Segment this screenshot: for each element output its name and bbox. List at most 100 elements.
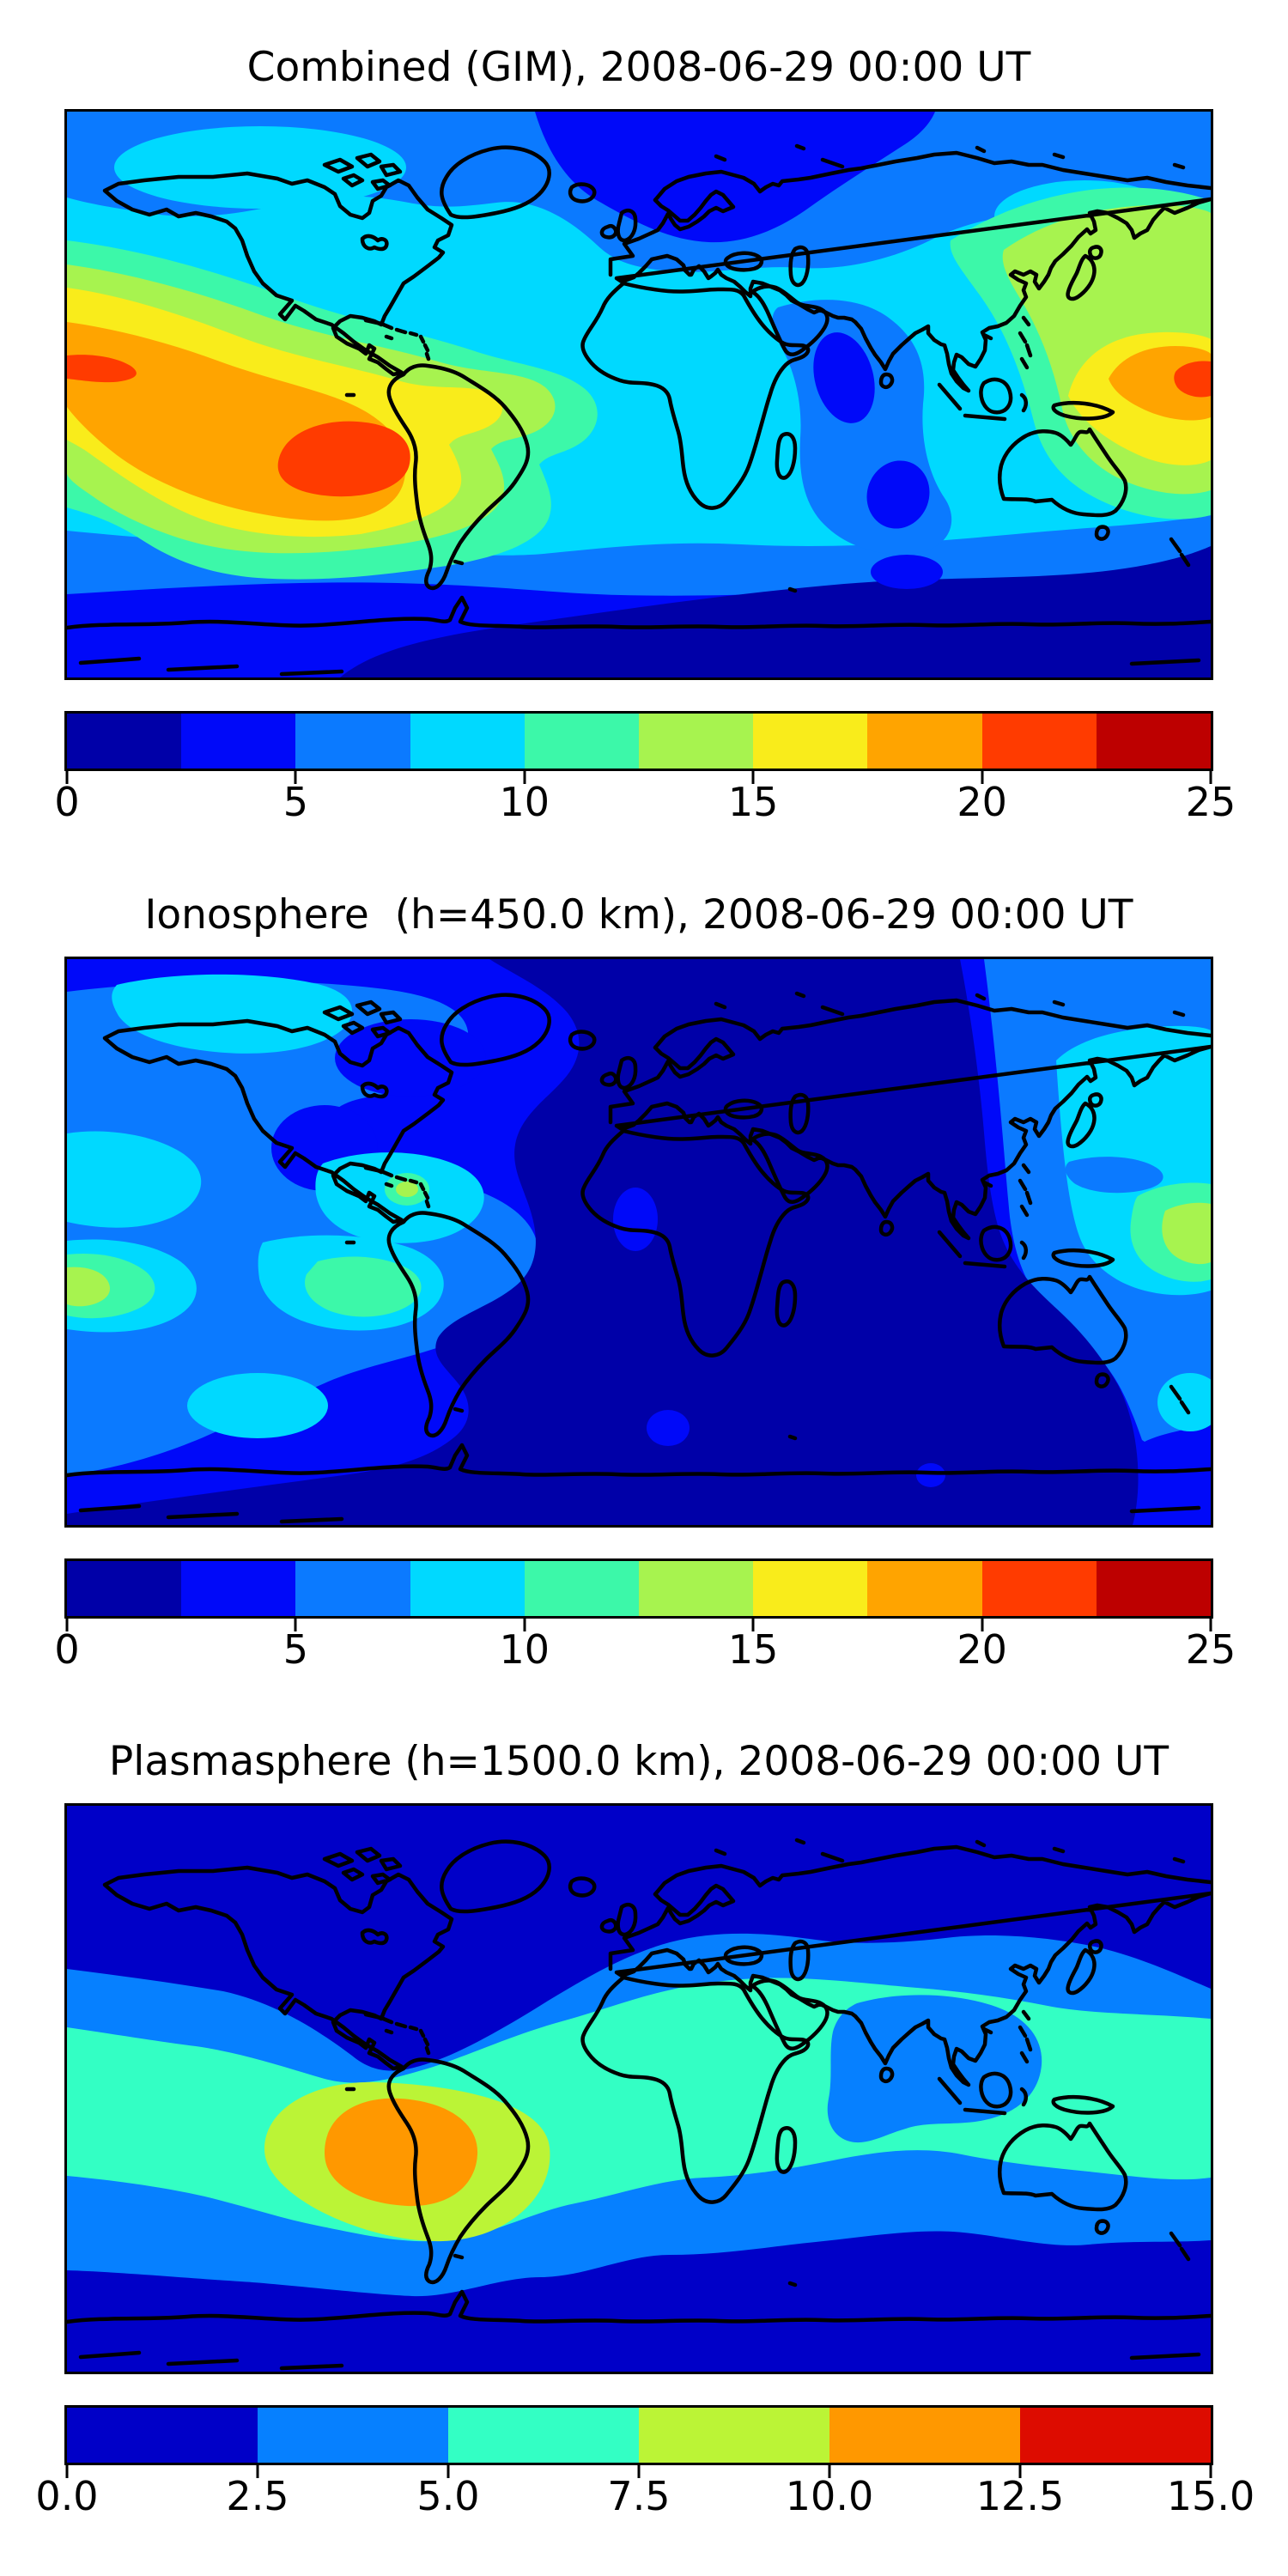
colorbar1-tickmarks [65,771,1212,785]
colorbar-tick-label: 5.0 [416,2473,480,2519]
colorbar-segment [410,714,525,769]
contour-green-yucatan [396,1182,418,1197]
colorbar-tick-mark [751,1619,755,1631]
colorbar-segment [1096,714,1212,769]
colorbar-tick-mark [65,1619,69,1631]
colorbar1-ticklabels: 0 5 10 15 20 25 [54,779,1236,833]
colorbar-segment [67,1561,182,1616]
colorbar-segment [67,2408,258,2463]
colorbar-segment [181,714,296,769]
map-ionosphere-canvas [67,959,1211,1525]
contours-ionosphere [67,959,1211,1525]
colorbar-segment [639,2408,829,2463]
colorbar-tick-mark [981,771,984,784]
colorbar-tick-mark [1209,2465,1212,2478]
colorbar-segment [295,1561,410,1616]
colorbar-tick-mark [981,1619,984,1631]
colorbar-tick-label: 15.0 [1166,2473,1255,2519]
contour-mint-peru [305,1256,422,1317]
contour-blue-hole-sindian [916,1463,945,1487]
colorbar-tick-label: 20 [957,779,1007,825]
colorbar-tick-mark [637,2465,641,2478]
colorbar-tick-label: 20 [957,1626,1007,1673]
colorbar-combined-gim [64,711,1213,771]
contours-plasmasphere [67,1806,1211,2372]
colorbar-tick-mark [1209,771,1212,784]
map-plasmasphere [64,1803,1213,2374]
colorbar-segment [639,714,754,769]
map-combined-gim [64,109,1213,680]
colorbar2-ticklabels: 0 5 10 15 20 25 [54,1626,1236,1680]
colorbar3-ticklabels: 0.0 2.5 5.0 7.5 10.0 12.5 15.0 [35,2473,1255,2527]
colorbar-tick-mark [447,2465,450,2478]
colorbar-segment [753,714,868,769]
colorbar-tick-label: 15 [727,1626,779,1673]
colorbar-segment [867,1561,982,1616]
colorbar-segment [1096,1561,1212,1616]
contour-blue-hole-wafrica [613,1188,658,1251]
colorbar-segment [410,1561,525,1616]
colorbar-tick-mark [523,1619,526,1631]
colorbar2-tickmarks [65,1619,1212,1632]
contours-combined-gim [67,112,1211,677]
colorbar-tick-label: 5 [283,779,309,825]
colorbar-segment [639,1561,754,1616]
map-plasmasphere-canvas [67,1806,1211,2372]
colorbar-segment [829,2408,1020,2463]
map-ionosphere [64,957,1213,1528]
contour-red-pacific-east [277,421,410,497]
contour-red-west-pacific [1174,361,1211,398]
colorbar-segment [67,714,182,769]
colorbar-tick-mark [294,771,297,784]
colorbar-tick-label: 10 [499,779,550,825]
colorbar-tick-mark [523,771,526,784]
contour-blue-arabian-sea [813,332,875,423]
contour-red-pacific-west [67,355,137,383]
colorbar-segment [448,2408,639,2463]
colorbar-tick-mark [256,2465,259,2478]
colorbar-tick-label: 0.0 [35,2473,99,2519]
contour-cyan-lower-left [187,1373,328,1438]
colorbar-tick-label: 0 [54,1626,80,1673]
colorbar-tick-mark [65,771,69,784]
colorbar-segment [181,1561,296,1616]
contour-orange-south-america [325,2098,478,2207]
colorbar-segment [295,714,410,769]
contour-azure-japan-wedge [1065,1157,1163,1194]
colorbar-tick-mark [65,2465,69,2478]
colorbar-tick-mark [294,1619,297,1631]
colorbar-tick-mark [1018,2465,1022,2478]
contour-green-right [1162,1202,1211,1265]
contour-cyan-left-band1 [67,1131,202,1228]
panel3-title: Plasmasphere (h=1500.0 km), 2008-06-29 0… [108,1738,1170,1785]
colorbar-tick-label: 15 [727,779,779,825]
colorbar-segment [1020,2408,1211,2463]
colorbar-ionosphere [64,1558,1213,1619]
colorbar-tick-label: 0 [54,779,80,825]
contour-navy-antarctic-blob [340,546,1211,677]
colorbar-tick-label: 10.0 [785,2473,874,2519]
colorbar-tick-mark [1209,1619,1212,1631]
colorbar-tick-label: 12.5 [975,2473,1065,2519]
contour-blue-south-indian [866,460,930,529]
colorbar-segment [524,714,640,769]
colorbar3-tickmarks [65,2465,1212,2479]
colorbar-segment [867,714,982,769]
colorbar-segment [981,1561,1097,1616]
colorbar-tick-label: 5 [283,1626,309,1673]
contour-blue-antarctic-hole [871,555,943,589]
contour-cyan-alaska-patch [114,126,406,209]
colorbar-tick-label: 7.5 [607,2473,671,2519]
colorbar-tick-label: 25 [1185,1626,1236,1673]
contour-orange-west-pacific [1109,346,1211,421]
contour-azure-left-region [67,981,539,1474]
contour-blue-hole-satlantic [647,1410,690,1446]
colorbar-segment [753,1561,868,1616]
colorbar-segment [258,2408,448,2463]
colorbar-tick-mark [828,2465,831,2478]
colorbar-segment [981,714,1097,769]
map-combined-gim-canvas [67,112,1211,677]
contour-cyan-alaska [112,974,352,1054]
panel1-title: Combined (GIM), 2008-06-29 00:00 UT [246,44,1031,91]
